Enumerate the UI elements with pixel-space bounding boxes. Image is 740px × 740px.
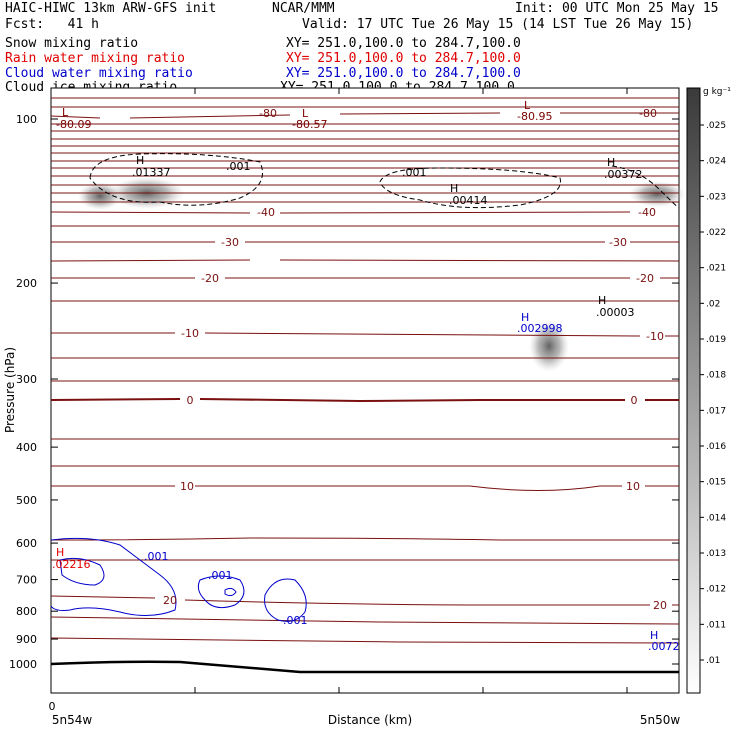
- y-tick-label: 100: [16, 113, 37, 126]
- colorbar-tick-label: .016: [706, 442, 726, 452]
- extremum-value: .00003: [596, 306, 635, 319]
- y-tick-label: 200: [16, 277, 37, 290]
- field-name-cloudwater: Cloud water mixing ratio: [5, 66, 193, 81]
- isotherm-label: -20: [636, 272, 654, 285]
- surface-line: [50, 660, 679, 674]
- colorbar-tick-label: .02: [706, 299, 720, 309]
- y-tick-label: 900: [16, 633, 37, 646]
- extremum-kind: L: [302, 107, 309, 120]
- colorbar-tick-label: .019: [706, 335, 726, 345]
- colorbar-tick-label: .014: [706, 513, 726, 523]
- cloudwater-contour-label: .001: [144, 550, 169, 563]
- ice-contours: [89, 153, 680, 209]
- y-axis-label: Pressure (hPa): [3, 347, 17, 433]
- y-tick-label: 500: [16, 494, 37, 507]
- extremum-kind: H: [56, 546, 64, 559]
- x-end-label: 5n50w: [640, 713, 681, 727]
- colorbar-tick-label: .015: [706, 478, 726, 488]
- x-axis-label: Distance (km): [328, 713, 412, 727]
- ice-contour-label: .001: [402, 166, 427, 179]
- extremum-kind: L: [524, 99, 531, 112]
- colorbar-tick-label: .024: [706, 157, 726, 167]
- y-tick-label: 600: [16, 537, 37, 550]
- extremum-value: .02216: [52, 558, 91, 571]
- isotherm-labels: -80 -80 -40 -40 -30 -30 -20 -20 -10 -10 …: [163, 107, 667, 612]
- extremum-value: -80.57: [292, 118, 327, 131]
- extremum-kind: H: [136, 154, 144, 167]
- field-name-snow: Snow mixing ratio: [5, 36, 139, 51]
- header-init: Init: 00 UTC Mon 25 May 15: [515, 1, 719, 16]
- extremum-kind: L: [62, 106, 69, 119]
- isotherm-label: -20: [201, 272, 219, 285]
- isotherm-label: -30: [609, 236, 627, 249]
- colorbar-unit: g kg⁻¹: [703, 87, 731, 97]
- isotherm-label: 10: [626, 480, 640, 493]
- extremum-value: -80.95: [517, 110, 552, 123]
- colorbar-tick-label: .018: [706, 371, 726, 381]
- extremum-kind: H: [521, 311, 529, 324]
- isotherm-label: -30: [221, 236, 239, 249]
- extremum-kind: H: [650, 629, 658, 642]
- colorbar-tick-label: .021: [706, 264, 726, 274]
- isotherm-label: -40: [257, 206, 275, 219]
- colorbar-ticks: .01 .011 .012 .013 .014 .015 .016 .017 .018 .019.…: [700, 121, 726, 666]
- x-zero-label: 0: [49, 700, 56, 713]
- colorbar: [686, 87, 701, 694]
- isotherms: [50, 97, 680, 644]
- colorbar-tick-label: .017: [706, 406, 726, 416]
- header-org: NCAR/MMM: [272, 1, 335, 16]
- cloudwater-contour-label: .001: [283, 614, 308, 627]
- header-valid: Valid: 17 UTC Tue 26 May 15 (14 LST Tue …: [302, 17, 694, 32]
- extremum-value: .00414: [449, 194, 488, 207]
- extremum-value: .002998: [517, 322, 563, 335]
- extremum-value: .01337: [132, 166, 171, 179]
- isotherm-label: -80: [639, 107, 657, 120]
- isotherm-label: 20: [163, 594, 177, 607]
- extrema-markers: L -80.09 L -80.57 L -80.95 H .01337 H .0…: [52, 99, 680, 653]
- isotherm-label: -80: [259, 107, 277, 120]
- colorbar-tick-label: .013: [706, 549, 726, 559]
- extremum-kind: H: [450, 182, 458, 195]
- snow-shade-4: [529, 320, 569, 372]
- isotherm-label: 10: [180, 480, 194, 493]
- colorbar-tick-label: .022: [706, 228, 726, 238]
- isotherm-label: 0: [187, 394, 194, 407]
- extremum-value: -80.09: [56, 118, 91, 131]
- y-tick-label: 400: [16, 441, 37, 454]
- extremum-kind: H: [598, 294, 606, 307]
- header-title: HAIC-HIWC 13km ARW-GFS init: [5, 1, 217, 16]
- cloudwater-contours: [50, 537, 307, 622]
- colorbar-tick-label: .01: [706, 656, 720, 666]
- field-xy-cloudwater: XY= 251.0,100.0 to 284.7,100.0: [286, 66, 521, 81]
- field-xy-snow: XY= 251.0,100.0 to 284.7,100.0: [286, 36, 521, 51]
- y-tick-label: 1000: [9, 658, 37, 671]
- extremum-value: .0072: [648, 640, 680, 653]
- extremum-kind: H: [607, 156, 615, 169]
- colorbar-tick-label: .025: [706, 121, 726, 131]
- field-name-rain: Rain water mixing ratio: [5, 51, 186, 66]
- y-tick-label: 700: [16, 574, 37, 587]
- y-tick-label: 300: [16, 373, 37, 386]
- isotherm-label: 20: [653, 599, 667, 612]
- x-axis-ticks: [50, 88, 628, 693]
- colorbar-tick-label: .011: [706, 620, 726, 630]
- colorbar-tick-label: .023: [706, 192, 726, 202]
- x-start-label: 5n54w: [52, 713, 93, 727]
- isotherm-label: -10: [181, 327, 199, 340]
- extremum-value: .00372: [604, 168, 643, 181]
- snow-shade-3: [629, 181, 685, 207]
- ice-contour-label: .001: [226, 160, 251, 173]
- isotherm-label: -40: [638, 206, 656, 219]
- y-tick-label: 800: [16, 605, 37, 618]
- isotherm-label: 0: [631, 394, 638, 407]
- isotherm-label: -10: [646, 330, 664, 343]
- header-fcst: Fcst: 41 h: [5, 17, 99, 32]
- colorbar-tick-label: .012: [706, 585, 726, 595]
- field-xy-rain: XY= 251.0,100.0 to 284.7,100.0: [286, 51, 521, 66]
- cloudwater-contour-label: .001: [208, 569, 233, 582]
- contour-labels: .001 .001 .001 .001 .001: [144, 160, 427, 627]
